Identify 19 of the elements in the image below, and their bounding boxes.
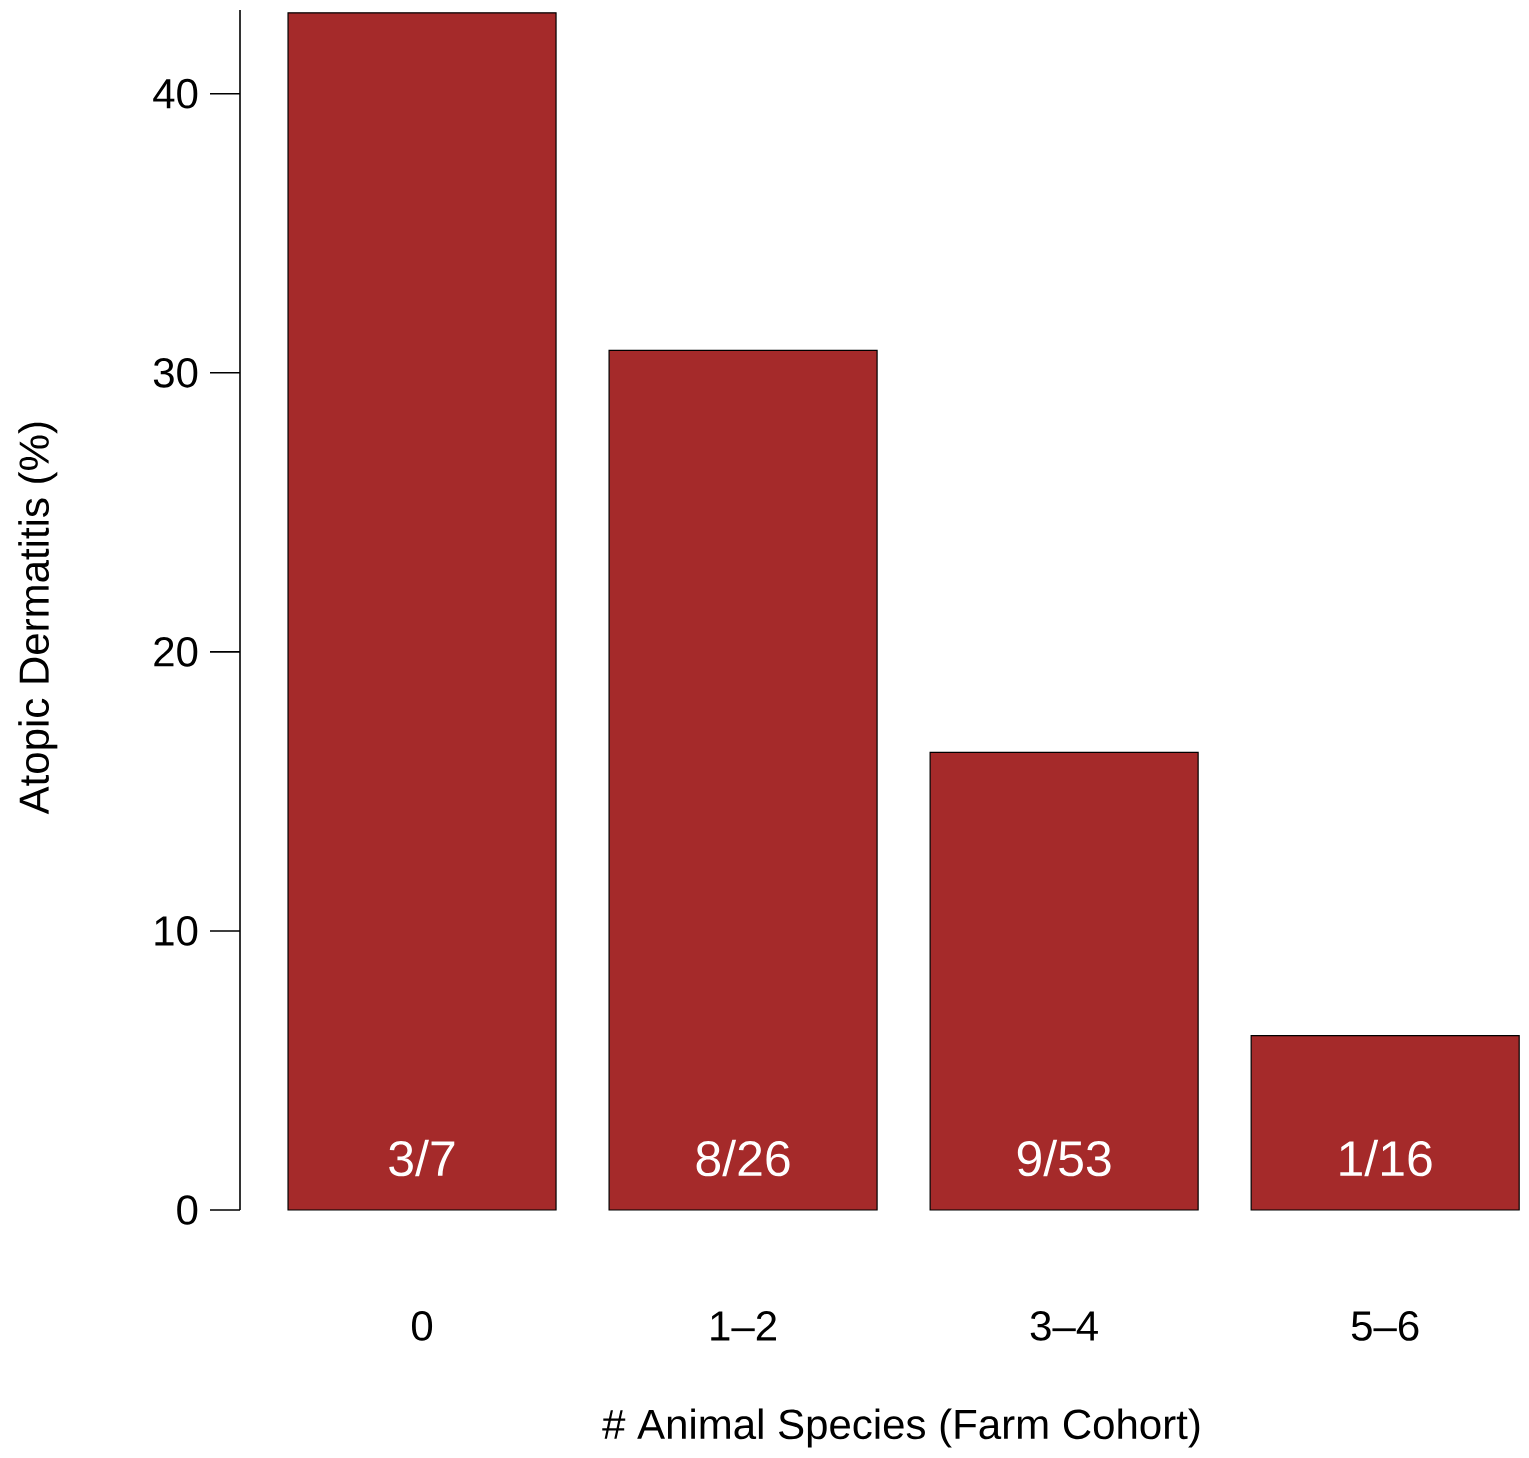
y-axis-title: Atopic Dermatitis (%) xyxy=(18,422,58,815)
x-tick-label: 0 xyxy=(411,1311,433,1341)
x-axis-title: # Animal Species (Farm Cohort) xyxy=(602,1408,1200,1448)
bar xyxy=(1250,1034,1520,1211)
x-tick-label: 3–4 xyxy=(1030,1311,1098,1341)
y-tick-label: 40 xyxy=(153,78,198,109)
bar xyxy=(929,751,1199,1211)
y-tick-label: 30 xyxy=(153,357,198,388)
annotation: 1/16 xyxy=(1340,1139,1432,1177)
y-tick-label: 20 xyxy=(154,636,198,667)
bar xyxy=(287,12,557,1211)
y-tick-label: 0 xyxy=(177,1195,198,1225)
annotation: 3/7 xyxy=(389,1139,455,1177)
x-tick-label: 1–2 xyxy=(711,1311,776,1341)
annotation: 9/53 xyxy=(1017,1139,1111,1177)
annotation: 8/26 xyxy=(696,1139,790,1177)
x-tick-label: 5–6 xyxy=(1351,1311,1419,1341)
y-tick-label: 10 xyxy=(155,916,198,946)
bar xyxy=(608,349,878,1211)
